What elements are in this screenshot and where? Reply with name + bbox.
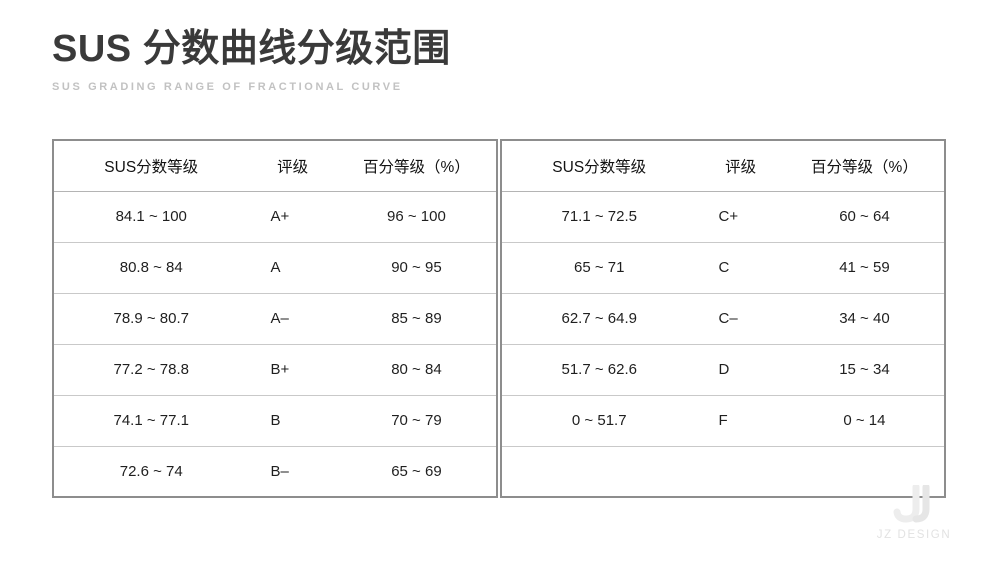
cell-score: 77.2 ~ 78.8 bbox=[53, 344, 249, 396]
grade-table-right: SUS分数等级 评级 百分等级（%） 71.1 ~ 72.5 C+ 60 ~ 6… bbox=[500, 139, 946, 498]
cell-grade: A bbox=[248, 242, 337, 294]
cell-grade: A+ bbox=[248, 191, 337, 243]
cell-percentile: 60 ~ 64 bbox=[784, 191, 945, 243]
cell-grade: C bbox=[696, 242, 785, 294]
cell-percentile: 15 ~ 34 bbox=[784, 344, 945, 396]
page-title: SUS 分数曲线分级范围 bbox=[52, 28, 451, 70]
cell-score: 78.9 ~ 80.7 bbox=[53, 293, 249, 345]
cell-grade: B– bbox=[270, 462, 289, 480]
table-row: 74.1 ~ 77.1 B 70 ~ 79 bbox=[53, 395, 497, 447]
table-row: 51.7 ~ 62.6 D 15 ~ 34 bbox=[501, 344, 945, 396]
table-row: 72.6 ~ 74 B– 65 ~ 69 bbox=[53, 446, 497, 497]
cell-grade: C+ bbox=[696, 191, 785, 243]
cell-percentile: 65 ~ 69 bbox=[391, 462, 442, 480]
cell-score: 71.1 ~ 72.5 bbox=[501, 191, 697, 243]
cell-score: 65 ~ 71 bbox=[501, 242, 697, 294]
cell-grade: B+ bbox=[248, 344, 337, 396]
cell-grade: A– bbox=[248, 293, 337, 345]
column-header-percentile: 百分等级（%） bbox=[784, 140, 945, 192]
table-row: 62.7 ~ 64.9 C– 34 ~ 40 bbox=[501, 293, 945, 345]
column-header-score: SUS分数等级 bbox=[501, 140, 697, 192]
table-row: 77.2 ~ 78.8 B+ 80 ~ 84 bbox=[53, 344, 497, 396]
table-row: 80.8 ~ 84 A 90 ~ 95 bbox=[53, 242, 497, 294]
cell-percentile: 80 ~ 84 bbox=[336, 344, 497, 396]
table-row: 0 ~ 51.7 F 0 ~ 14 bbox=[501, 395, 945, 447]
table-header-row: SUS分数等级 评级 百分等级（%） bbox=[501, 140, 945, 192]
cell-percentile: 34 ~ 40 bbox=[784, 293, 945, 345]
table-row: 65 ~ 71 C 41 ~ 59 bbox=[501, 242, 945, 294]
column-header-percentile: 百分等级（%） bbox=[336, 140, 497, 192]
grade-table-left: SUS分数等级 评级 百分等级（%） 84.1 ~ 100 A+ 96 ~ 10… bbox=[52, 139, 498, 498]
table-row-empty bbox=[501, 446, 945, 497]
cell-score: 72.6 ~ 74 bbox=[119, 462, 183, 480]
cell-percentile: 85 ~ 89 bbox=[336, 293, 497, 345]
cell-score: 0 ~ 51.7 bbox=[501, 395, 697, 447]
cell-score: 84.1 ~ 100 bbox=[53, 191, 249, 243]
page-header: SUS 分数曲线分级范围 SUS GRADING RANGE OF FRACTI… bbox=[52, 28, 952, 93]
table-header-row: SUS分数等级 评级 百分等级（%） bbox=[53, 140, 497, 192]
cell-score bbox=[501, 446, 696, 497]
cell-score: 51.7 ~ 62.6 bbox=[501, 344, 697, 396]
column-header-grade: 评级 bbox=[696, 140, 785, 192]
column-header-grade: 评级 bbox=[248, 140, 337, 192]
grade-tables-container: SUS分数等级 评级 百分等级（%） 84.1 ~ 100 A+ 96 ~ 10… bbox=[52, 139, 948, 498]
cell-percentile: 70 ~ 79 bbox=[336, 395, 497, 447]
cell-score: 74.1 ~ 77.1 bbox=[53, 395, 249, 447]
table-row: 84.1 ~ 100 A+ 96 ~ 100 bbox=[53, 191, 497, 243]
cell-grade: D bbox=[696, 344, 785, 396]
cell-grade: F bbox=[696, 395, 785, 447]
watermark-text: JZ DESIGN bbox=[876, 529, 952, 541]
cell-percentile bbox=[785, 446, 945, 497]
table-row: 78.9 ~ 80.7 A– 85 ~ 89 bbox=[53, 293, 497, 345]
column-header-score: SUS分数等级 bbox=[53, 140, 249, 192]
table-row: 71.1 ~ 72.5 C+ 60 ~ 64 bbox=[501, 191, 945, 243]
cell-grade bbox=[696, 446, 784, 497]
cell-percentile: 41 ~ 59 bbox=[784, 242, 945, 294]
cell-score: 80.8 ~ 84 bbox=[53, 242, 249, 294]
cell-percentile: 96 ~ 100 bbox=[336, 191, 497, 243]
page-subtitle: SUS GRADING RANGE OF FRACTIONAL CURVE bbox=[52, 80, 403, 93]
cell-percentile: 90 ~ 95 bbox=[336, 242, 497, 294]
cell-grade: B bbox=[248, 395, 337, 447]
cell-grade: C– bbox=[696, 293, 785, 345]
cell-score: 62.7 ~ 64.9 bbox=[501, 293, 697, 345]
cell-percentile: 0 ~ 14 bbox=[784, 395, 945, 447]
